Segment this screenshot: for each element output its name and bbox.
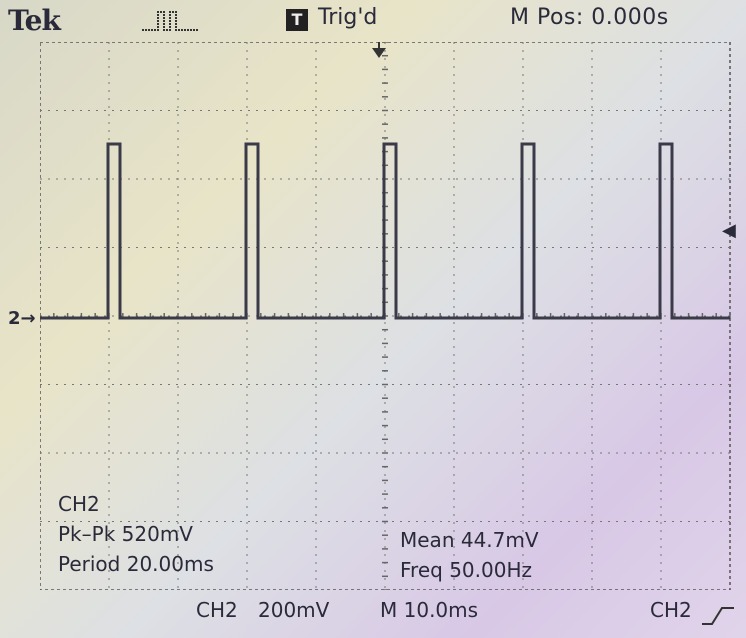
trigger-indicator-box: T [286,9,308,31]
bottom-status-bar: CH2 200mV M 10.0ms CH2 [0,596,746,638]
measure-pk-pk: Pk–Pk 520mV [58,522,193,546]
rising-edge-icon [702,607,734,625]
channel-scale-label: CH2 [196,598,238,622]
measure-frequency: Freq 50.00Hz [400,558,532,582]
trigger-source: CH2 [650,598,692,622]
channel-scale-value: 200mV [258,598,330,622]
trigger-status: Trig'd [318,5,378,30]
main-position-readout: M Pos: 0.000s [510,5,669,30]
measure-mean: Mean 44.7mV [400,528,539,552]
channel-ground-marker: 2→ [8,308,36,329]
brand-logo: Tek [8,4,61,37]
pulse-icon [142,11,198,31]
waveform-display [40,42,731,590]
waveform-trace [40,142,730,320]
measure-channel-label: CH2 [58,492,100,516]
timebase-readout: M 10.0ms [380,598,479,622]
top-status-bar: Tek T Trig'd M Pos: 0.000s [0,0,746,40]
measure-period: Period 20.00ms [58,552,214,576]
trigger-position-marker [372,48,386,58]
trigger-level-arrow-icon: ◀ [722,220,736,241]
